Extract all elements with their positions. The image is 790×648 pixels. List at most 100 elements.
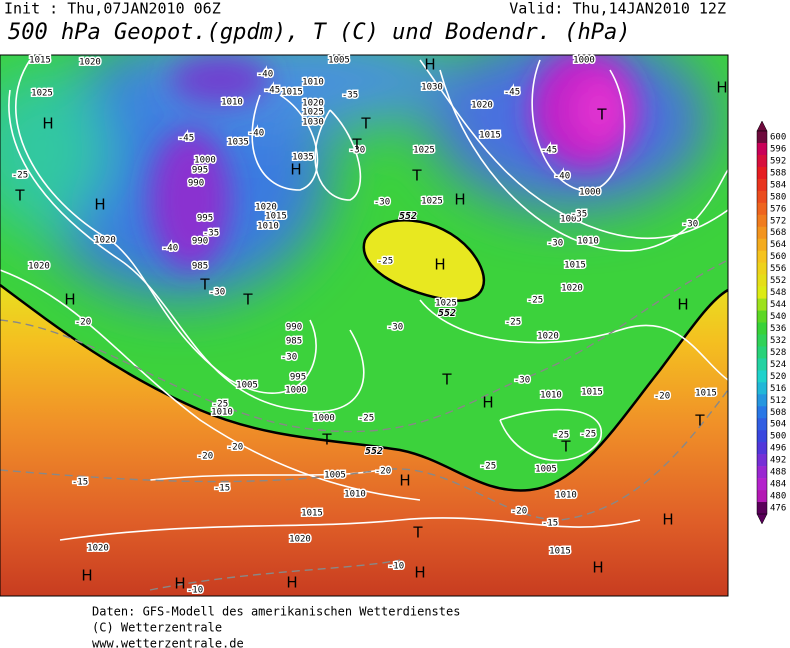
isotherm-label: -25 — [580, 430, 596, 440]
colorbar-swatch — [757, 202, 767, 216]
init-time: Init : Thu,07JAN2010 06Z — [4, 0, 221, 18]
valid-time: Valid: Thu,14JAN2010 12Z — [509, 0, 726, 18]
isobar-label: 990 — [192, 237, 208, 247]
isotherm-label: -45 — [178, 134, 194, 144]
colorbar-swatch — [757, 214, 767, 228]
isobar-label: 1010 — [540, 391, 562, 401]
high-marker: H — [286, 574, 297, 592]
colorbar-swatch — [757, 142, 767, 156]
colorbar-swatch — [757, 334, 767, 347]
isobar-label: 1000 — [573, 56, 595, 66]
colorbar-swatch — [757, 466, 767, 479]
trough-marker: T — [441, 371, 452, 389]
colorbar-arrow — [756, 513, 768, 525]
colorbar-swatch — [757, 131, 767, 144]
colorbar-label: 500 — [770, 432, 786, 442]
isobar-label: 1030 — [302, 118, 324, 128]
isotherm-label: -25 — [358, 414, 374, 424]
isobar-label: 1010 — [344, 490, 366, 500]
colorbar-label: 508 — [770, 408, 786, 418]
colorbar-frame — [756, 130, 768, 515]
high-marker: H — [677, 296, 688, 314]
isotherm-label: -45 — [541, 146, 557, 156]
colorbar-label: 520 — [770, 372, 786, 382]
geopotential-label: 552 — [438, 308, 456, 319]
colorbar-swatch — [757, 166, 767, 180]
colorbar-swatch — [757, 382, 767, 395]
isobar-label: 1015 — [564, 261, 586, 271]
isotherm-label: -25 — [480, 462, 496, 472]
trough-marker: T — [411, 167, 422, 185]
isobar-label: 995 — [290, 373, 306, 383]
trough-marker: T — [412, 524, 423, 542]
high-marker: H — [399, 472, 410, 490]
isobar-label: 990 — [286, 323, 302, 333]
isotherm-label: -35 — [571, 210, 587, 220]
isobar-label: 1020 — [302, 99, 324, 109]
colorbar-label: 496 — [770, 444, 786, 454]
colorbar-label: 528 — [770, 348, 786, 358]
isotherm-label: -30 — [387, 323, 403, 333]
isobars — [0, 59, 728, 541]
colorbar-arrow — [756, 120, 768, 132]
colorbar-swatch — [757, 490, 767, 503]
isobar-label: 1005 — [535, 465, 557, 475]
trough-marker: T — [242, 291, 253, 309]
trough-marker: T — [14, 187, 25, 205]
isobar-label: 1035 — [227, 138, 249, 148]
colorbar-swatch — [757, 442, 767, 455]
isotherm-label: -30 — [349, 146, 365, 156]
high-marker: H — [290, 161, 301, 179]
isobar-label: 985 — [192, 262, 208, 272]
isotherm-label: -20 — [227, 443, 243, 453]
isotherm-label: -35 — [203, 229, 219, 239]
trough-marker: T — [694, 412, 705, 430]
colorbar-swatch — [757, 154, 767, 168]
isotherm-label: -45 — [504, 88, 520, 98]
isobar-label: 985 — [286, 337, 302, 347]
isotherm-label: -25 — [553, 431, 569, 441]
colorbar-label: 476 — [770, 504, 786, 514]
isobar-label: 1000 — [313, 414, 335, 424]
high-marker: H — [174, 575, 185, 593]
colorbar-label: 588 — [770, 168, 786, 178]
colorbar-label: 580 — [770, 192, 786, 202]
isobar-label: 1005 — [324, 471, 346, 481]
colorbar-label: 484 — [770, 480, 786, 490]
colorbar-swatch — [757, 250, 767, 263]
isobar-label: 995 — [192, 166, 208, 176]
colorbar-swatch — [757, 358, 767, 371]
trough-marker: T — [199, 276, 210, 294]
colorbar-label: 596 — [770, 144, 786, 154]
colorbar-label: 568 — [770, 228, 786, 238]
colorbar-label: 532 — [770, 336, 786, 346]
map-frame — [0, 54, 729, 597]
isobar-label: 1030 — [421, 83, 443, 93]
isobar-label: 1015 — [29, 56, 51, 66]
isotherm-label: -40 — [257, 70, 273, 80]
isotherm-label: -15 — [214, 484, 230, 494]
colorbar-swatch — [757, 226, 767, 240]
isobar-label: 1020 — [87, 544, 109, 554]
isobar-label: 1015 — [281, 88, 303, 98]
isobar-label: 1035 — [292, 153, 314, 163]
high-marker: H — [434, 256, 445, 274]
colorbar-swatch — [757, 274, 767, 287]
warm-ridge — [362, 219, 486, 302]
isobar-label: 1020 — [561, 284, 583, 294]
colorbar-swatch — [757, 346, 767, 359]
trough-marker: T — [560, 438, 571, 456]
isotherm-label: -35 — [342, 91, 358, 101]
colorbar-swatch — [757, 322, 767, 335]
isobar-label: 990 — [188, 179, 204, 189]
colorbar-label: 480 — [770, 492, 786, 502]
isobar-label: 1015 — [301, 509, 323, 519]
high-marker: H — [414, 564, 425, 582]
geopotential-label: 552 — [365, 446, 383, 457]
footer-line: (C) Wetterzentrale — [92, 621, 222, 635]
footer-line: www.wetterzentrale.de — [92, 637, 244, 648]
high-marker: H — [42, 115, 53, 133]
colorbar-label: 552 — [770, 276, 786, 286]
isobar-label: 1015 — [265, 212, 287, 222]
